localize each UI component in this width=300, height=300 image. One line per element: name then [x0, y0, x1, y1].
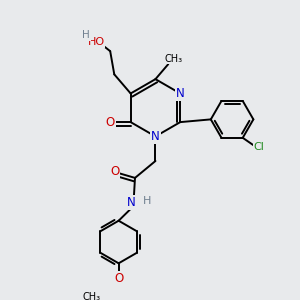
Text: O: O: [110, 165, 119, 178]
Text: N: N: [176, 87, 184, 100]
Text: H: H: [82, 30, 90, 40]
Text: CH₃: CH₃: [165, 54, 183, 64]
Text: Cl: Cl: [254, 142, 265, 152]
Text: HO: HO: [87, 37, 105, 46]
Text: H: H: [143, 196, 152, 206]
Text: N: N: [151, 130, 160, 143]
Text: N: N: [127, 196, 135, 209]
Text: O: O: [114, 272, 123, 285]
Text: CH₃: CH₃: [82, 292, 101, 300]
Text: O: O: [106, 116, 115, 129]
